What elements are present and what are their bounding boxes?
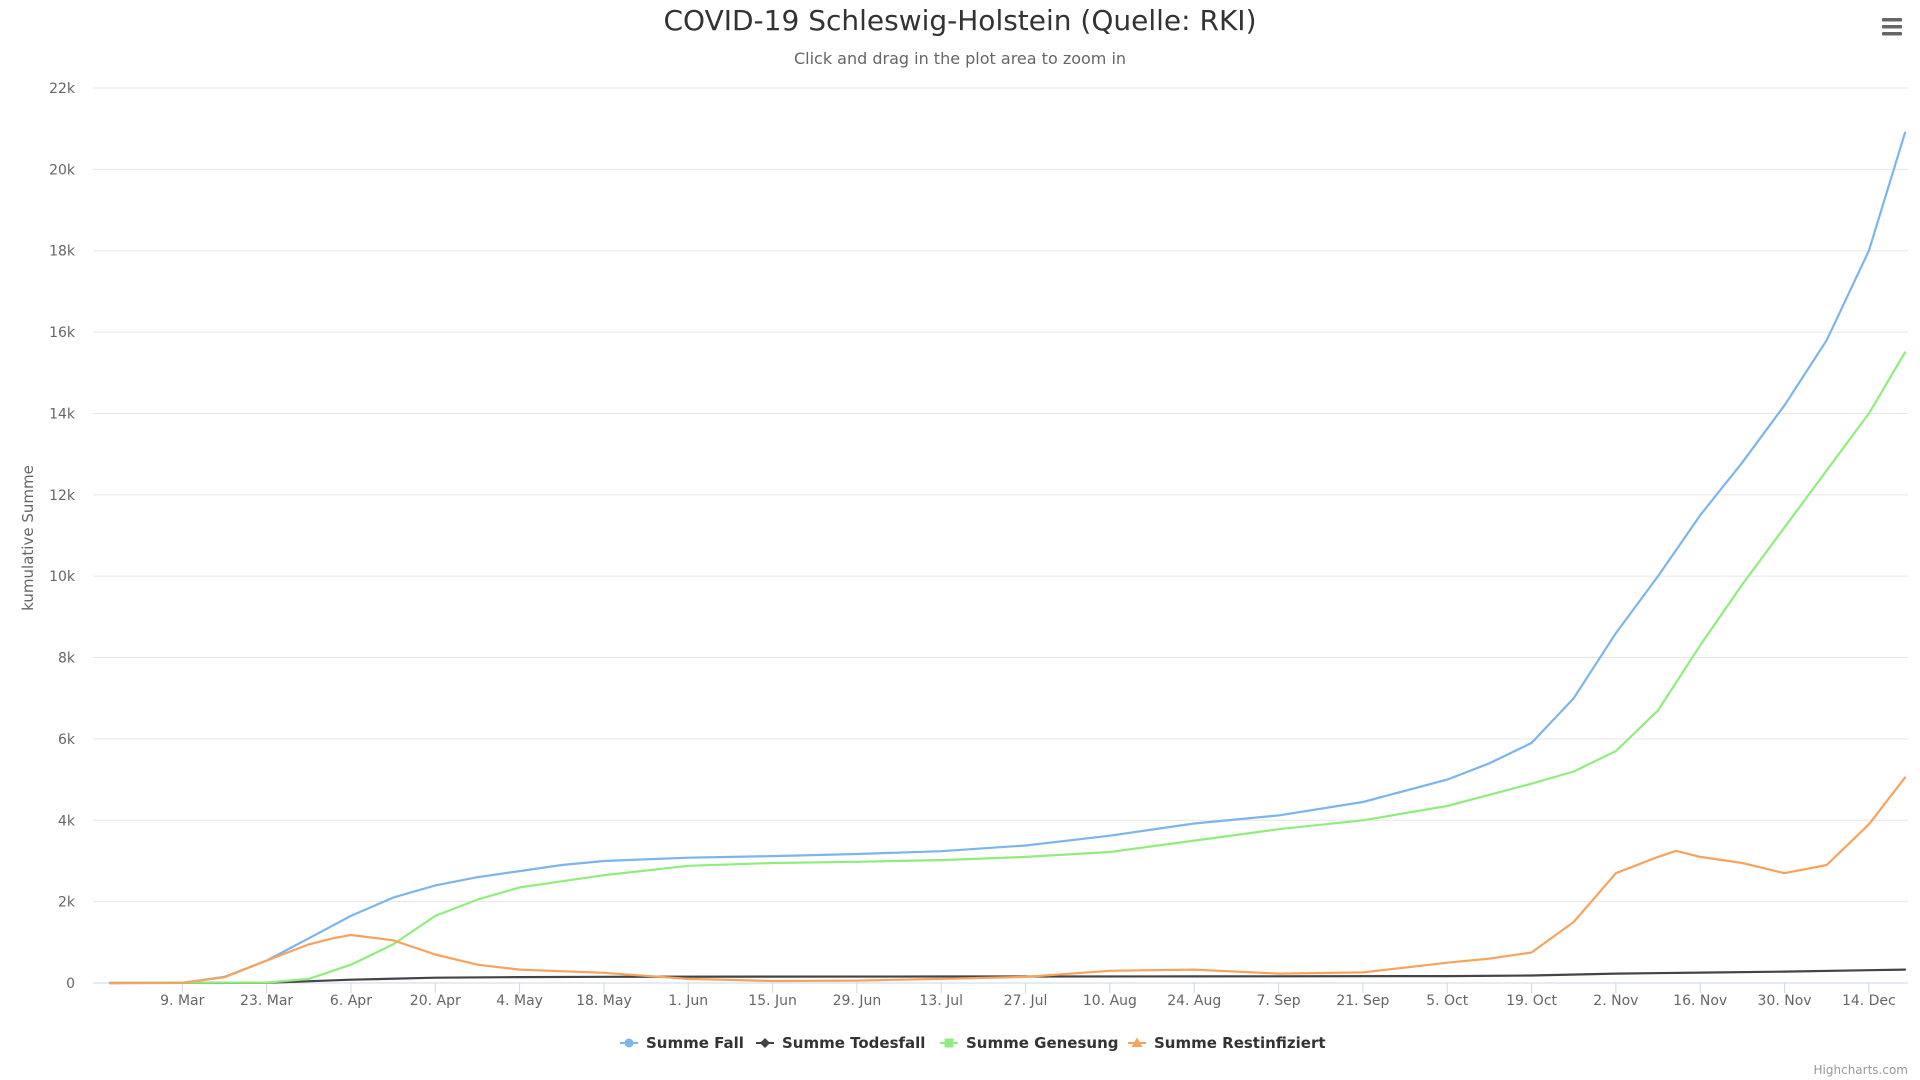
x-axis: 9. Mar 23. Mar 6. Apr 20. Apr 4. May 18. May 1…	[93, 982, 1908, 1009]
y-tick-label: 18k	[49, 244, 76, 260]
context-menu-button[interactable]	[1876, 14, 1906, 40]
x-tick-label: 27. Jul	[1004, 993, 1048, 1009]
x-tick-label: 24. Aug	[1167, 993, 1221, 1009]
x-tick-label: 5. Oct	[1426, 993, 1469, 1009]
x-tick-label: 2. Nov	[1593, 993, 1638, 1009]
y-tick-label: 14k	[49, 406, 76, 422]
x-tick-label: 19. Oct	[1506, 993, 1557, 1009]
x-tick-label: 7. Sep	[1256, 993, 1300, 1009]
y-tick-label: 8k	[58, 651, 76, 667]
y-tick-label: 4k	[58, 813, 76, 829]
hamburger-menu-icon	[1882, 18, 1902, 36]
x-tick-label: 18. May	[576, 993, 632, 1009]
x-tick-label: 21. Sep	[1336, 993, 1389, 1009]
y-tick-label: 16k	[49, 325, 76, 341]
x-tick-label: 29. Jun	[833, 993, 882, 1009]
y-tick-label: 20k	[49, 162, 76, 178]
x-tick-label: 13. Jul	[919, 993, 963, 1009]
legend-label: Summe Todesfall	[782, 1034, 925, 1052]
legend-label: Summe Restinfiziert	[1154, 1034, 1326, 1052]
legend-label: Summe Genesung	[966, 1034, 1119, 1052]
x-tick-label: 10. Aug	[1083, 993, 1137, 1009]
series-line-0[interactable]	[108, 131, 1907, 985]
legend-item-1[interactable]: Summe Todesfall	[756, 1034, 925, 1052]
series-line-2[interactable]	[108, 351, 1907, 985]
legend: Summe Fall Summe Todesfall Summe Genesung S…	[620, 1034, 1326, 1052]
series-line-1[interactable]	[108, 968, 1907, 985]
x-tick-label: 15. Jun	[748, 993, 797, 1009]
y-tick-label: 2k	[58, 895, 76, 911]
y-tick-label: 22k	[49, 81, 76, 97]
chart-subtitle: Click and drag in the plot area to zoom …	[794, 49, 1126, 68]
x-tick-label: 20. Apr	[410, 993, 461, 1009]
legend-marker-square	[944, 1038, 954, 1048]
x-tick-label: 6. Apr	[330, 993, 372, 1009]
y-axis-title: kumulative Summe	[19, 465, 37, 611]
y-tick-label: 0	[66, 976, 75, 992]
x-tick-label: 23. Mar	[240, 993, 293, 1009]
series-lines	[108, 131, 1907, 985]
x-tick-label: 30. Nov	[1758, 993, 1812, 1009]
x-tick-label: 16. Nov	[1673, 993, 1727, 1009]
y-gridlines	[93, 87, 1908, 984]
y-axis-tick-labels: 0 2k 4k 6k 8k 10k 12k 14k 16k 18k 20k 22k	[49, 81, 76, 992]
highcharts-credits[interactable]: Highcharts.com	[1814, 1063, 1908, 1077]
x-tick-label: 14. Dec	[1842, 993, 1896, 1009]
legend-label: Summe Fall	[646, 1034, 744, 1052]
chart-title: COVID-19 Schleswig-Holstein (Quelle: RKI…	[663, 4, 1256, 37]
series-line-3[interactable]	[108, 776, 1907, 985]
legend-item-2[interactable]: Summe Genesung	[940, 1034, 1119, 1052]
x-tick-label: 1. Jun	[668, 993, 708, 1009]
legend-item-0[interactable]: Summe Fall	[620, 1034, 744, 1052]
x-tick-label: 9. Mar	[160, 993, 204, 1009]
y-tick-label: 10k	[49, 569, 76, 585]
legend-marker-triangle	[1131, 1037, 1143, 1047]
x-tick-label: 4. May	[496, 993, 543, 1009]
y-tick-label: 12k	[49, 488, 76, 504]
legend-marker-circle	[624, 1038, 634, 1048]
legend-marker-diamond	[760, 1038, 770, 1048]
legend-item-3[interactable]: Summe Restinfiziert	[1128, 1034, 1326, 1052]
y-tick-label: 6k	[58, 732, 76, 748]
